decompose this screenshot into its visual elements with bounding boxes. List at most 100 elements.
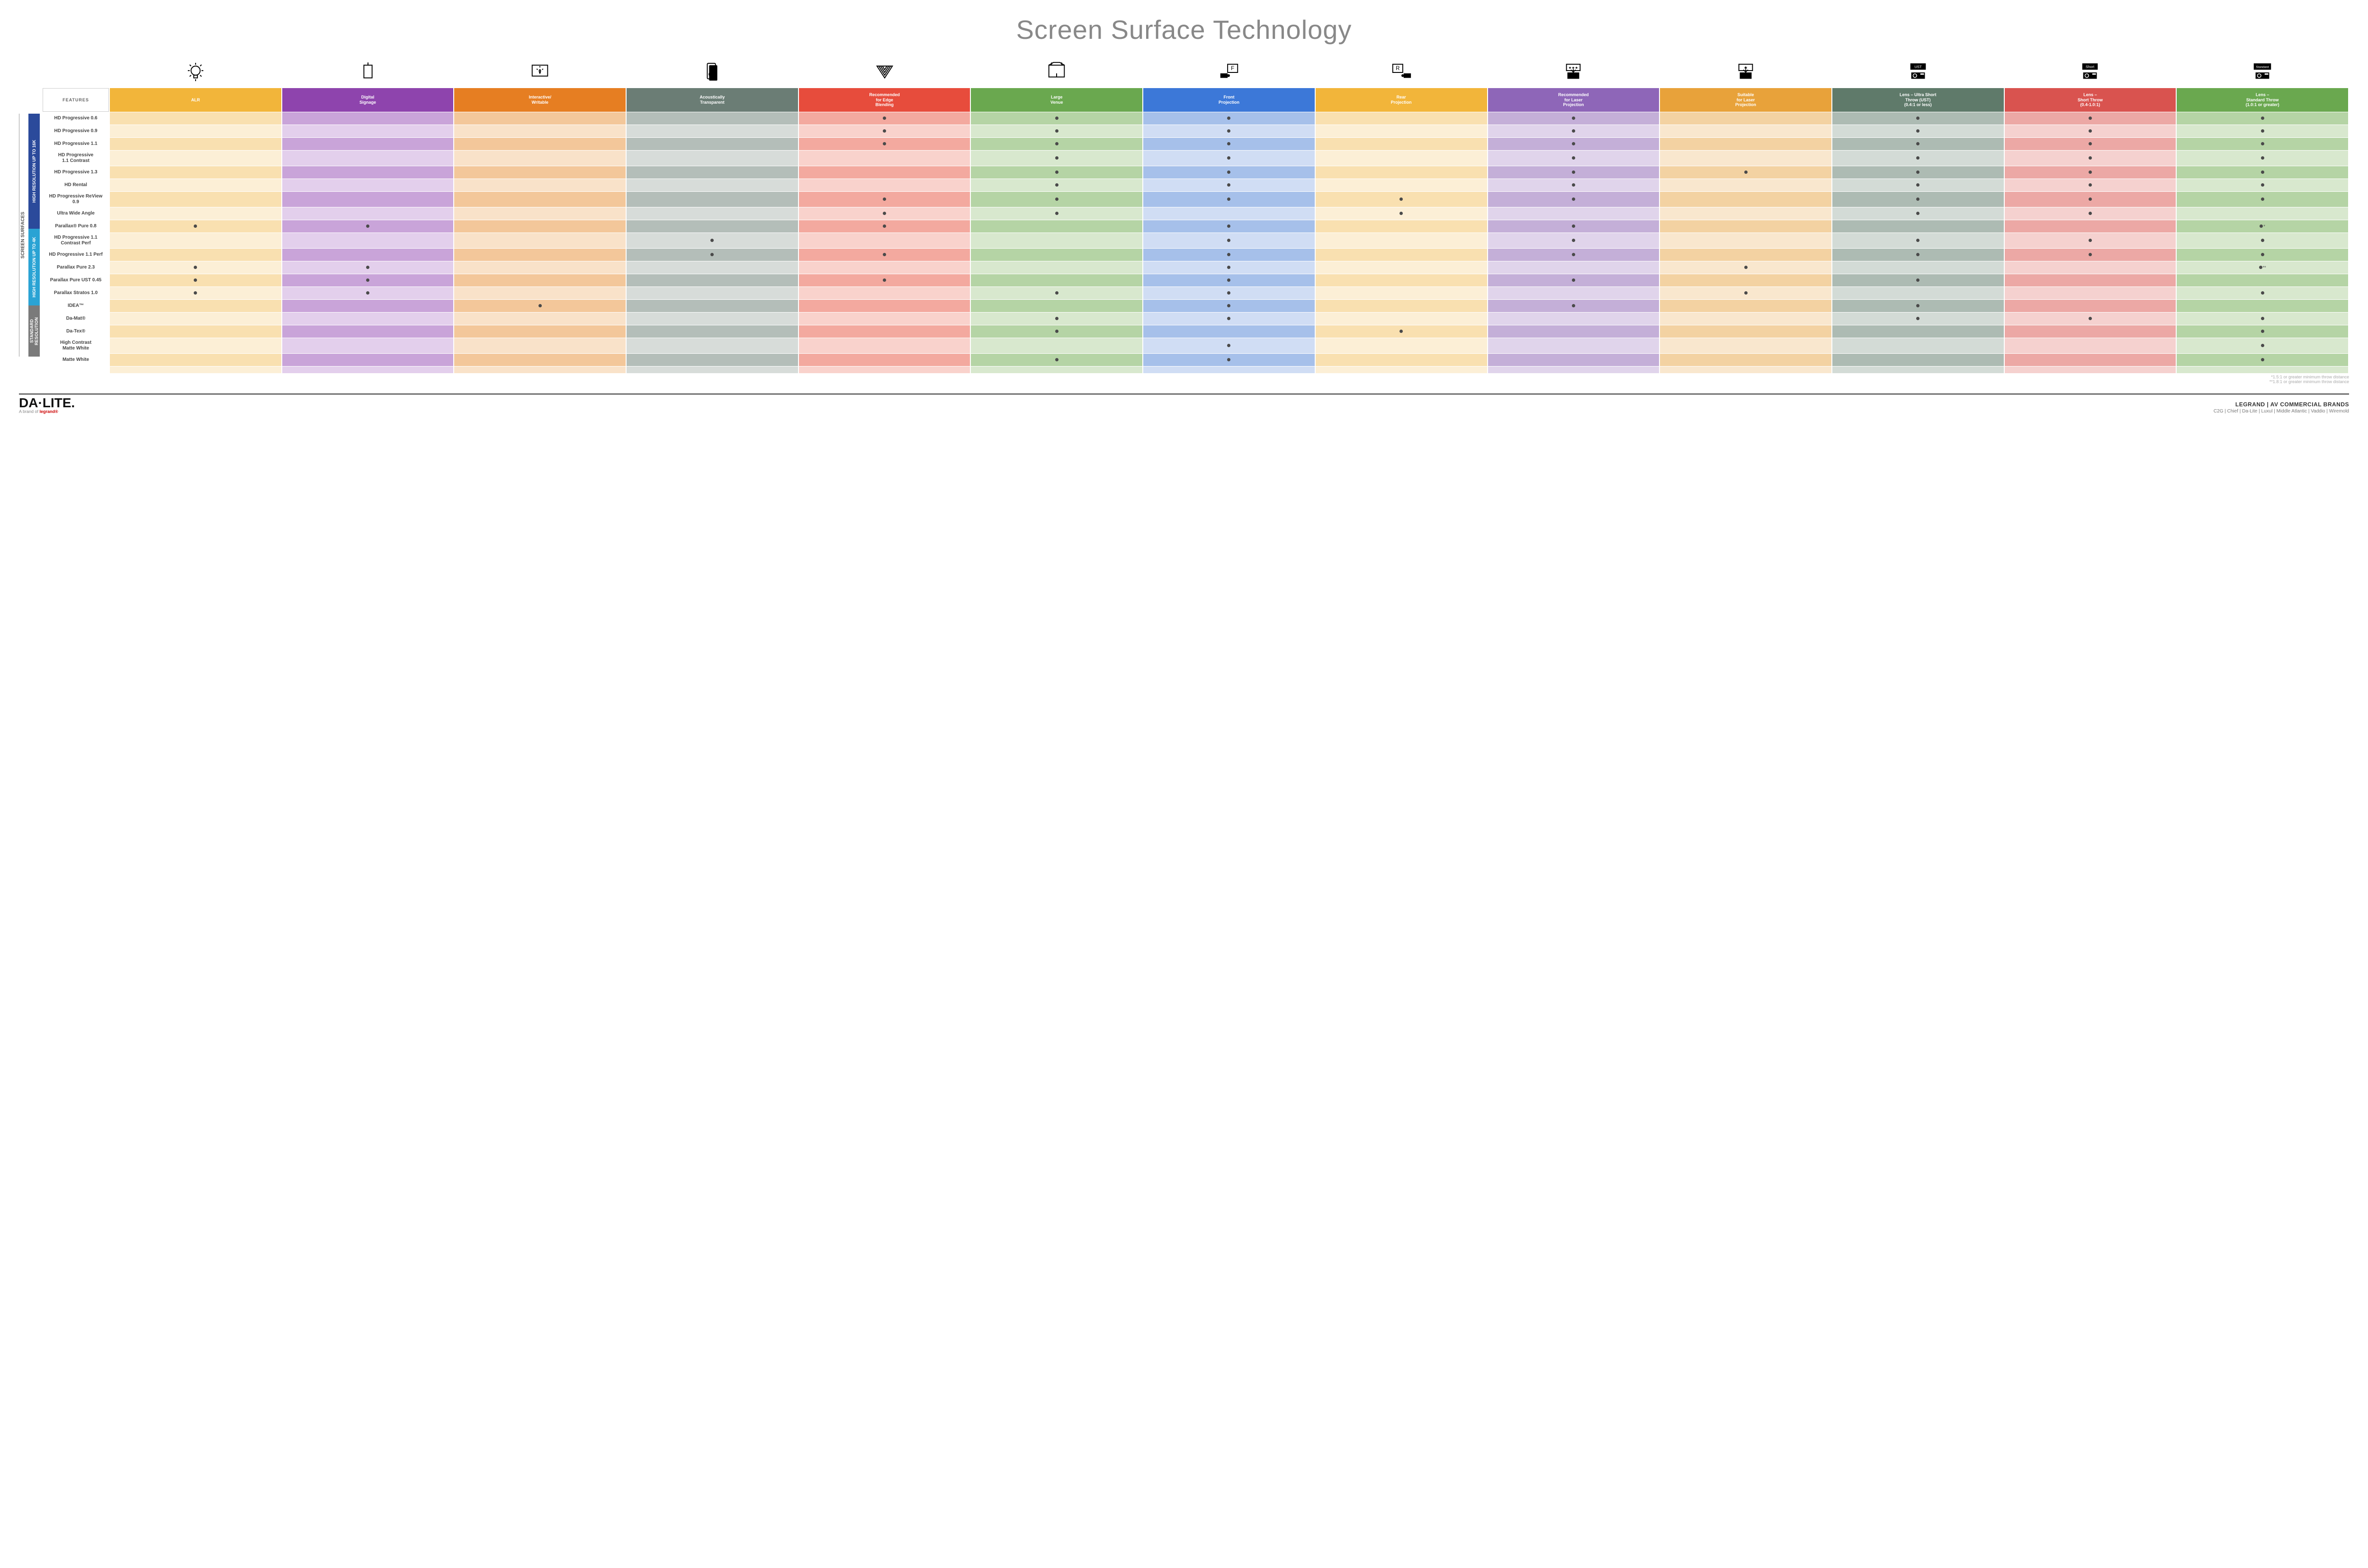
data-cell [110, 325, 281, 338]
brands-block: LEGRAND | AV COMMERCIAL BRANDS C2G | Chi… [2214, 401, 2349, 414]
data-cell [110, 261, 281, 274]
data-cell [1143, 112, 1315, 125]
data-cell [799, 338, 970, 353]
column-header: LargeVenue [971, 88, 1142, 112]
data-cell [971, 151, 1142, 166]
data-cell [282, 300, 454, 312]
data-cell [2177, 112, 2348, 125]
dot-icon [2261, 291, 2264, 295]
dot-icon [710, 253, 714, 256]
dot-icon [2089, 212, 2092, 215]
dot-icon [883, 224, 886, 228]
dot-icon [2089, 239, 2092, 242]
data-cell [799, 300, 970, 312]
dot-icon [1055, 212, 1058, 215]
dot-icon [1227, 224, 1230, 228]
data-cell [971, 300, 1142, 312]
data-cell [627, 300, 798, 312]
data-cell [1316, 338, 1487, 353]
data-cell [1832, 125, 2004, 137]
data-cell [2177, 233, 2348, 248]
data-cell [2177, 354, 2348, 366]
data-cell [2005, 220, 2176, 233]
data-cell [1488, 125, 1659, 137]
dot-icon [538, 304, 542, 307]
dot-icon [2089, 253, 2092, 256]
data-cell [627, 125, 798, 137]
dot-icon [2261, 239, 2264, 242]
column-header: Lens – Ultra ShortThrow (UST)(0.4:1 or l… [1832, 88, 2004, 112]
dot-icon [1399, 212, 1403, 215]
data-cell [971, 338, 1142, 353]
data-cell [1660, 138, 1831, 150]
dot-icon [1055, 317, 1058, 320]
dot-icon [1916, 278, 1920, 282]
data-cell [2177, 287, 2348, 299]
dot-icon [194, 278, 197, 282]
data-cell [1660, 125, 1831, 137]
data-cell [282, 338, 454, 353]
data-cell [1143, 166, 1315, 179]
table-row: Parallax Pure UST 0.45 [43, 274, 2348, 287]
row-label: Parallax Pure 2.3 [43, 261, 109, 274]
data-cell [1316, 261, 1487, 274]
data-cell [1143, 274, 1315, 287]
data-cell [627, 179, 798, 191]
row-label: HD Progressive 1.1 Perf [43, 249, 109, 261]
dot-icon [2089, 170, 2092, 174]
dot-icon [1227, 170, 1230, 174]
dot-icon [883, 116, 886, 120]
data-cell [1316, 233, 1487, 248]
data-cell [1143, 261, 1315, 274]
dot-icon [1399, 330, 1403, 333]
data-cell [454, 354, 626, 366]
data-cell [282, 233, 454, 248]
dot-icon [1227, 253, 1230, 256]
data-cell [2005, 207, 2176, 220]
data-cell [282, 112, 454, 125]
data-cell [1660, 179, 1831, 191]
data-cell [454, 338, 626, 353]
data-cell [2005, 354, 2176, 366]
dot-icon [366, 291, 369, 295]
data-cell [1143, 138, 1315, 150]
table-row: Parallax Pure 2.3** [43, 261, 2348, 274]
data-cell [1660, 274, 1831, 287]
dot-icon [1916, 317, 1920, 320]
row-label: Da-Tex® [43, 325, 109, 338]
row-label: Parallax Stratos 1.0 [43, 287, 109, 299]
dot-icon [1916, 197, 1920, 201]
data-cell [1660, 338, 1831, 353]
table-row: IDEA™ [43, 300, 2348, 312]
data-cell [799, 138, 970, 150]
data-cell [1832, 207, 2004, 220]
data-cell [1316, 274, 1487, 287]
footer: DA·LITE. A brand of legrand® LEGRAND | A… [19, 394, 2349, 414]
data-cell [799, 313, 970, 325]
data-cell [971, 354, 1142, 366]
data-cell [110, 179, 281, 191]
data-cell [454, 151, 626, 166]
table-row: HD Progressive 1.1Contrast Perf [43, 233, 2348, 248]
data-cell [1316, 138, 1487, 150]
table-row: High ContrastMatte White [43, 338, 2348, 353]
dot-icon [1572, 142, 1575, 145]
data-cell [1832, 220, 2004, 233]
data-cell [2005, 138, 2176, 150]
dot-icon [1572, 239, 1575, 242]
data-cell [1660, 354, 1831, 366]
signage-icon [282, 57, 454, 88]
dot-icon [2089, 129, 2092, 133]
data-cell [971, 220, 1142, 233]
dot-icon [1055, 156, 1058, 160]
data-cell [971, 274, 1142, 287]
row-label: HD Progressive1.1 Contrast [43, 151, 109, 166]
data-cell [110, 192, 281, 207]
data-cell [1660, 233, 1831, 248]
data-cell [1832, 325, 2004, 338]
data-cell [971, 112, 1142, 125]
data-cell [282, 274, 454, 287]
data-cell [971, 192, 1142, 207]
data-cell [1488, 354, 1659, 366]
data-cell [799, 249, 970, 261]
